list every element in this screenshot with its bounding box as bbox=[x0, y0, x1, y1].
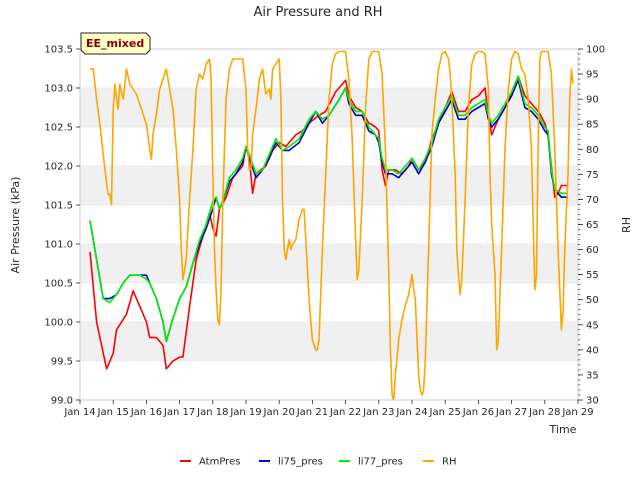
x-tick-label: Jan 16 bbox=[130, 407, 162, 418]
y2-tick-label: 100 bbox=[586, 45, 605, 56]
y-tick-label: 103.0 bbox=[44, 84, 73, 95]
x-tick-label: Jan 27 bbox=[495, 407, 527, 418]
badge-label: EE_mixed bbox=[86, 37, 144, 50]
legend-label: RH bbox=[442, 457, 456, 468]
legend: AtmPres li75_pres li77_pres RH bbox=[180, 457, 456, 468]
x-tick-label: Jan 19 bbox=[229, 407, 261, 418]
legend-label: li77_pres bbox=[358, 457, 403, 468]
y2-tick-label: 55 bbox=[586, 270, 599, 281]
series-line-rh bbox=[90, 50, 574, 400]
y2-axis-title: RH bbox=[620, 217, 633, 233]
y-axis-left: 99.0 99.5 100.0 100.5 101.0 101.5 102.0 102.5 10… bbox=[44, 45, 80, 407]
grid-band bbox=[80, 322, 578, 361]
x-tick-label: Jan 15 bbox=[97, 407, 129, 418]
x-tick-label: Jan 18 bbox=[196, 407, 228, 418]
y-tick-label: 102.0 bbox=[44, 162, 73, 173]
x-axis-title: Time bbox=[549, 423, 577, 436]
x-tick-label: Jan 21 bbox=[296, 407, 328, 418]
y-tick-label: 100.0 bbox=[44, 318, 73, 329]
x-axis: Jan 14 Jan 15 Jan 16 Jan 17 Jan 18 Jan 19 Jan … bbox=[63, 400, 594, 418]
grid-band bbox=[80, 166, 578, 205]
x-tick-label: Jan 26 bbox=[462, 407, 494, 418]
y2-tick-label: 85 bbox=[586, 120, 599, 131]
y2-tick-label: 80 bbox=[586, 145, 599, 156]
y2-tick-label: 70 bbox=[586, 195, 599, 206]
y2-tick-label: 95 bbox=[586, 70, 599, 81]
y-tick-label: 100.5 bbox=[44, 279, 73, 290]
y-tick-label: 103.5 bbox=[44, 45, 73, 56]
chart-title: Air Pressure and RH bbox=[253, 5, 382, 20]
y-axis-right: 30 35 40 45 50 55 60 65 70 75 80 85 90 95 100 bbox=[578, 45, 605, 407]
y2-tick-label: 90 bbox=[586, 95, 599, 106]
y-tick-label: 102.5 bbox=[44, 123, 73, 134]
y2-tick-label: 40 bbox=[586, 345, 599, 356]
x-tick-label: Jan 25 bbox=[429, 407, 461, 418]
x-tick-label: Jan 29 bbox=[561, 407, 593, 418]
x-tick-label: Jan 14 bbox=[63, 407, 95, 418]
x-tick-label: Jan 24 bbox=[395, 407, 427, 418]
ee-mixed-badge: EE_mixed bbox=[80, 32, 151, 55]
x-tick-label: Jan 17 bbox=[163, 407, 195, 418]
x-tick-label: Jan 20 bbox=[263, 407, 295, 418]
legend-label: li75_pres bbox=[278, 457, 323, 468]
y-tick-label: 99.0 bbox=[51, 396, 73, 407]
legend-label: AtmPres bbox=[199, 457, 240, 468]
grid-band bbox=[80, 244, 578, 283]
x-tick-label: Jan 23 bbox=[362, 407, 394, 418]
y-tick-label: 99.5 bbox=[51, 357, 73, 368]
y2-tick-label: 75 bbox=[586, 170, 599, 181]
y-tick-label: 101.5 bbox=[44, 201, 73, 212]
series-line-li77-pres bbox=[89, 75, 568, 343]
plot-series bbox=[89, 50, 574, 400]
y2-tick-label: 45 bbox=[586, 320, 599, 331]
series-line-atmpres bbox=[89, 75, 568, 370]
y2-tick-label: 60 bbox=[586, 245, 599, 256]
y-axis-title: Air Pressure (kPa) bbox=[9, 177, 22, 274]
x-tick-label: Jan 28 bbox=[528, 407, 560, 418]
badge-box bbox=[80, 32, 151, 55]
x-tick-label: Jan 22 bbox=[329, 407, 361, 418]
y2-tick-label: 35 bbox=[586, 370, 599, 381]
y2-tick-label: 50 bbox=[586, 295, 599, 306]
y2-tick-label: 30 bbox=[586, 396, 599, 407]
y2-tick-label: 65 bbox=[586, 220, 599, 231]
y-tick-label: 101.0 bbox=[44, 240, 73, 251]
